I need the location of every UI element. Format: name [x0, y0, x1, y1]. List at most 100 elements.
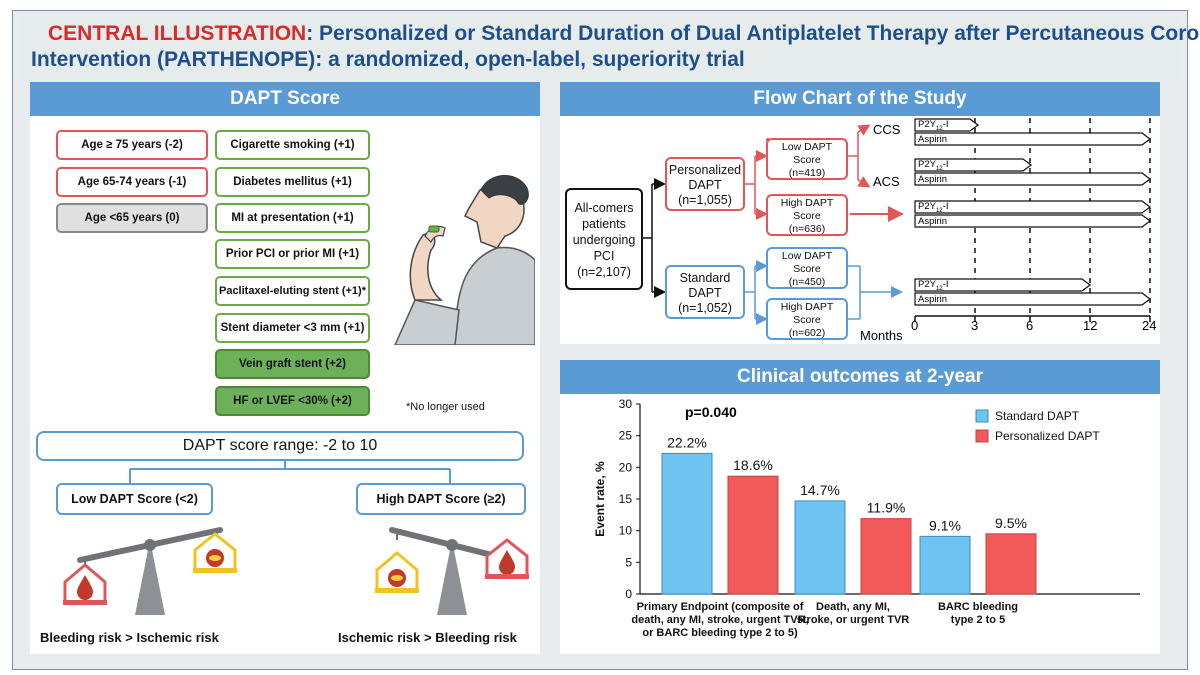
category-label: or BARC bleeding type 2 to 5): [642, 627, 798, 639]
title-text-1: : Personalized or Standard Duration of D…: [306, 22, 1200, 45]
smoking-item: Cigarette smoking (+1): [215, 130, 370, 160]
months-label: Months: [860, 328, 903, 343]
flow-chart-connectors: [642, 118, 1151, 325]
right-scale-caption: Ischemic risk > Bleeding risk: [338, 630, 517, 645]
personalized-high-box: High DAPT Score (n=636): [766, 194, 848, 236]
category-label: death, any MI, stroke, urgent TVR,: [631, 614, 808, 626]
bar-personalized-2: [985, 533, 1037, 595]
outcomes-title: Clinical outcomes at 2-year: [560, 360, 1160, 394]
start-line-1: All-comers: [574, 201, 634, 215]
p-high-line-1: High DAPT: [780, 197, 834, 209]
bar-personalized-0: [727, 475, 779, 595]
tick-12: 12: [1083, 318, 1098, 333]
title-line-1: CENTRAL ILLUSTRATION: Personalized or St…: [48, 22, 1200, 46]
y-tick-label: 20: [619, 460, 633, 474]
start-line-2: patients: [582, 217, 626, 231]
y-tick-label: 0: [625, 587, 632, 601]
high-dapt-score-box: High DAPT Score (≥2): [356, 483, 526, 515]
standard-line-1: Standard: [679, 271, 731, 285]
personalized-line-1: Personalized: [668, 163, 742, 177]
p2y-label-acs: P2Y12-I: [918, 159, 948, 172]
central-illustration-label: CENTRAL ILLUSTRATION: [48, 22, 307, 45]
y-tick-label: 25: [619, 429, 633, 443]
p-low-line-3: (n=419): [788, 167, 826, 179]
p-low-line-1: Low DAPT: [781, 141, 833, 153]
p2y-suffix: -I: [942, 119, 949, 130]
all-comers-box: All-comers patients undergoing PCI (n=2,…: [565, 188, 643, 290]
p2y-bar-standard: [914, 278, 1091, 292]
tick-6: 6: [1026, 318, 1034, 333]
header: CENTRAL ILLUSTRATION: Personalized or St…: [18, 16, 1200, 80]
p2y-bar-acs: [914, 158, 1032, 172]
low-dapt-score-box: Low DAPT Score (<2): [56, 483, 213, 515]
category-label: type 2 to 5: [951, 614, 1005, 626]
bar-personalized-1: [860, 518, 912, 595]
paclitaxel-item: Paclitaxel-eluting stent (+1)*: [215, 276, 370, 306]
bar-value-label: 22.2%: [667, 434, 707, 450]
bar-standard-2: [919, 535, 971, 595]
bar-standard-1: [794, 500, 846, 595]
p2y-text: P2Y: [918, 201, 936, 212]
p2y-text: P2Y: [918, 159, 936, 170]
prior-pci-item: Prior PCI or prior MI (+1): [215, 239, 370, 269]
flow-chart-title: Flow Chart of the Study: [560, 82, 1160, 116]
p2y-text: P2Y: [918, 279, 936, 290]
s-low-line-2: Score: [793, 263, 821, 275]
bar-value-label: 9.1%: [929, 517, 961, 533]
p2y-sub: 12: [935, 285, 943, 292]
p2y-suffix: -I: [942, 201, 949, 212]
p2y-suffix: -I: [942, 159, 949, 170]
aspirin-label-standard: Aspirin: [918, 294, 948, 305]
y-tick-label: 5: [625, 555, 632, 569]
category-label: BARC bleeding: [938, 601, 1018, 613]
diabetes-item: Diabetes mellitus (+1): [215, 167, 370, 197]
p-low-line-2: Score: [793, 154, 821, 166]
s-low-line-3: (n=450): [788, 276, 826, 288]
p2y-bar-high: [914, 200, 1151, 214]
right-scale-illustration: [375, 527, 529, 615]
personalized-line-2: DAPT: [688, 178, 722, 192]
p2y-sub: 12: [935, 125, 943, 132]
bar-value-label: 14.7%: [800, 482, 840, 498]
acs-label: ACS: [873, 174, 900, 189]
legend-swatch-0: [975, 409, 989, 423]
personalized-low-box: Low DAPT Score (n=419): [766, 138, 848, 180]
bar-value-label: 18.6%: [733, 457, 773, 473]
dapt-score-title: DAPT Score: [30, 82, 540, 116]
aspirin-bar-ccs: [914, 132, 1151, 146]
aspirin-label-acs: Aspirin: [918, 174, 948, 185]
person-pill-illustration: [394, 175, 535, 345]
tick-0: 0: [911, 318, 919, 333]
outcomes-panel: Clinical outcomes at 2-year: [560, 360, 1160, 654]
personalized-dapt-box: Personalized DAPT (n=1,055): [665, 157, 745, 211]
aspirin-label-ccs: Aspirin: [918, 134, 948, 145]
y-tick-label: 30: [619, 397, 633, 411]
category-label: stroke, or urgent TVR: [797, 614, 910, 626]
age-under-65-item: Age <65 years (0): [56, 203, 208, 233]
p2y-sub: 12: [935, 207, 943, 214]
p2y-bar-ccs: [914, 118, 979, 132]
p-high-line-3: (n=636): [788, 223, 826, 235]
standard-dapt-box: Standard DAPT (n=1,052): [665, 265, 745, 319]
outcomes-chart: 0 5 10 15 20 25 30 Event rate, % 22.2% 14.7% 9.1% 1…: [593, 397, 1140, 639]
personalized-line-3: (n=1,055): [678, 193, 732, 207]
bar-standard-0: [661, 452, 713, 595]
ccs-label: CCS: [873, 122, 901, 137]
s-high-line-2: Score: [793, 314, 821, 326]
p-value: p=0.040: [685, 404, 737, 420]
footnote: *No longer used: [406, 401, 485, 413]
aspirin-label-high: Aspirin: [918, 216, 948, 227]
standard-high-box: High DAPT Score (n=602): [766, 298, 848, 340]
aspirin-bar-high: [914, 214, 1151, 228]
y-tick-label: 10: [619, 524, 633, 538]
hf-lvef-item: HF or LVEF <30% (+2): [215, 386, 370, 416]
title-line-2: Intervention (PARTHENOPE): a randomized,…: [31, 48, 745, 71]
start-line-3: undergoing: [572, 233, 636, 247]
p2y-suffix: -I: [942, 279, 949, 290]
tick-3: 3: [971, 318, 979, 333]
dapt-score-range: DAPT score range: -2 to 10: [36, 431, 524, 461]
legend-label-0: Standard DAPT: [995, 409, 1080, 423]
legend-swatch-1: [975, 429, 989, 443]
s-high-line-1: High DAPT: [780, 301, 834, 313]
aspirin-bar-acs: [914, 172, 1151, 186]
